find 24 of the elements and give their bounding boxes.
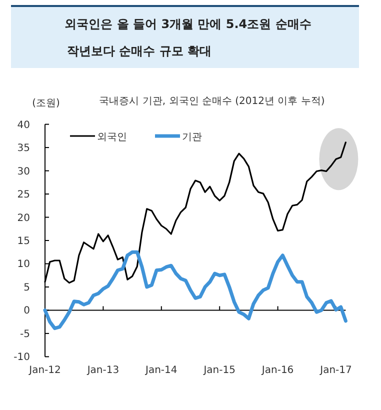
y-tick-label: 15 [17,236,30,247]
chart-subtitle: 작년보다 순매수 규모 확대 [67,44,212,58]
y-tick-label: -5 [20,328,30,340]
legend-label: 기관 [182,132,202,143]
y-tick-label: -10 [14,352,30,364]
x-tick-label: Jan-14 [144,365,178,376]
y-tick-label: 30 [17,166,30,178]
y-tick-label: 5 [24,282,30,294]
y-tick-label: 35 [17,143,30,154]
x-tick-label: Jan-15 [202,365,236,376]
y-tick-label: 0 [24,306,30,317]
y-tick-label: 25 [17,190,30,201]
text: 국내증시 기관, 외국인 순매수 (2012년 이후 누적) [99,96,325,107]
x-tick-label: Jan-12 [28,365,61,376]
legend-label: 외국인 [97,132,127,143]
chart-title: 외국인은 올 들어 3개월 만에 5.4조원 순매수 [64,17,312,31]
line-series [43,250,348,330]
y-tick-label: 10 [17,259,30,270]
y-axis-title: (조원) [32,98,60,109]
x-tick-label: Jan-17 [319,365,352,376]
y-tick-label: 20 [17,212,30,224]
x-tick-label: Jan-16 [260,365,294,376]
y-tick-label: 40 [17,120,30,131]
x-tick-label: Jan-13 [86,365,120,376]
